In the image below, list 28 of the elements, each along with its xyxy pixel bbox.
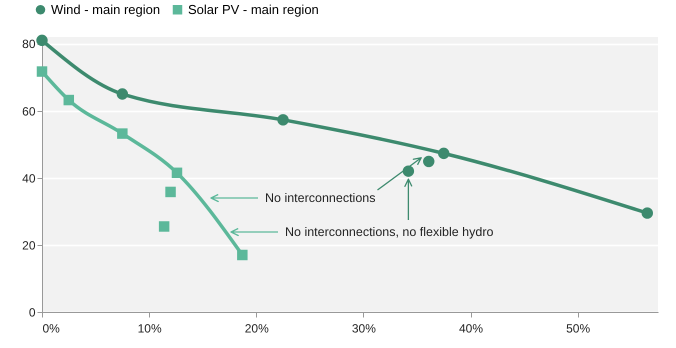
point [165,186,176,198]
y-tick-label: 0 [28,306,36,320]
point [237,250,248,260]
x-tick-label: 40% [459,322,484,336]
legend-label: Wind - main region [51,2,160,17]
point [642,207,653,219]
x-tick-label: 20% [244,322,270,336]
y-tick-label: 60 [22,104,36,118]
x-tick-label: 10% [138,322,162,336]
x-tick-label: 50% [566,322,590,336]
y-tick-label: 40 [22,171,36,186]
legend-label: Solar PV - main region [188,2,319,17]
x-tick-label: 30% [352,322,376,336]
point [423,156,434,168]
point [117,128,128,139]
annotation: No interconnections [265,191,376,205]
point [158,221,170,232]
point [277,114,289,126]
point [36,66,48,77]
point [36,34,48,46]
annotation: No interconnections, no flexible hydro [285,225,494,239]
point [438,148,450,160]
x-tick-label: 0% [42,322,60,336]
point [172,168,182,178]
point [64,94,74,106]
point [116,88,128,100]
y-tick-label: 80 [22,37,36,52]
y-tick-label: 20 [22,238,36,252]
